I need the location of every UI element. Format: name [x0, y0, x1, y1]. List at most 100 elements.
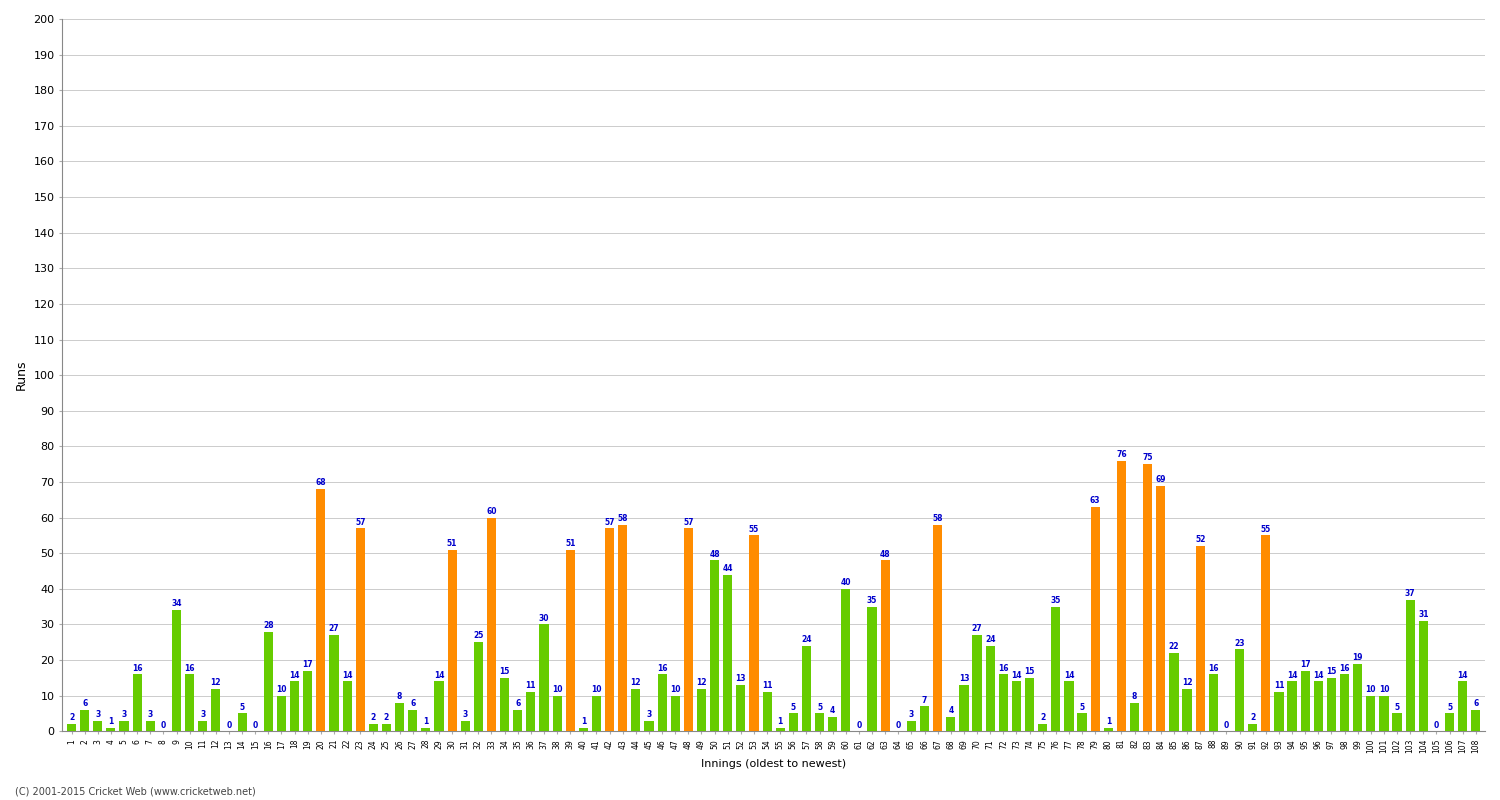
- Bar: [513, 710, 522, 731]
- Bar: [316, 489, 326, 731]
- Text: 2: 2: [69, 714, 74, 722]
- Text: 27: 27: [972, 624, 982, 634]
- Text: 69: 69: [1155, 474, 1166, 484]
- Bar: [632, 689, 640, 731]
- Text: 6: 6: [1473, 699, 1479, 708]
- Bar: [867, 606, 876, 731]
- Bar: [342, 682, 351, 731]
- Text: 14: 14: [1458, 670, 1468, 680]
- Bar: [80, 710, 88, 731]
- Text: 3: 3: [94, 710, 100, 719]
- Text: 5: 5: [1080, 702, 1084, 712]
- Bar: [1130, 703, 1138, 731]
- Text: 8: 8: [1132, 692, 1137, 701]
- Bar: [1196, 546, 1204, 731]
- Bar: [303, 670, 312, 731]
- Bar: [960, 685, 969, 731]
- Bar: [604, 528, 613, 731]
- Text: 15: 15: [1024, 667, 1035, 676]
- Bar: [500, 678, 508, 731]
- Text: 10: 10: [1378, 685, 1389, 694]
- Bar: [1156, 486, 1166, 731]
- Bar: [474, 642, 483, 731]
- Text: 1: 1: [580, 717, 586, 726]
- Bar: [1275, 692, 1284, 731]
- Bar: [93, 721, 102, 731]
- Bar: [1353, 664, 1362, 731]
- Text: 16: 16: [998, 663, 1008, 673]
- Text: 16: 16: [1340, 663, 1350, 673]
- Text: 22: 22: [1168, 642, 1179, 651]
- Bar: [237, 714, 246, 731]
- Text: 0: 0: [160, 721, 166, 730]
- Bar: [132, 674, 141, 731]
- Bar: [1392, 714, 1401, 731]
- Text: 14: 14: [290, 670, 300, 680]
- Bar: [684, 528, 693, 731]
- Text: 24: 24: [986, 635, 996, 644]
- Text: 58: 58: [933, 514, 944, 523]
- Bar: [1262, 535, 1270, 731]
- Text: 6: 6: [514, 699, 520, 708]
- Text: 14: 14: [1287, 670, 1298, 680]
- Text: 3: 3: [122, 710, 126, 719]
- Text: 17: 17: [303, 660, 313, 669]
- Text: 5: 5: [1448, 702, 1452, 712]
- Bar: [698, 689, 706, 731]
- Bar: [762, 692, 771, 731]
- Text: 51: 51: [566, 539, 576, 548]
- Bar: [408, 710, 417, 731]
- Bar: [1182, 689, 1191, 731]
- Bar: [750, 535, 759, 731]
- Text: 0: 0: [1224, 721, 1228, 730]
- Bar: [1077, 714, 1086, 731]
- Bar: [776, 728, 784, 731]
- Text: 10: 10: [591, 685, 602, 694]
- Text: 5: 5: [240, 702, 244, 712]
- Bar: [1406, 599, 1414, 731]
- Bar: [172, 610, 182, 731]
- Bar: [120, 721, 129, 731]
- Text: 0: 0: [896, 721, 902, 730]
- Text: 8: 8: [398, 692, 402, 701]
- Bar: [1118, 461, 1126, 731]
- Bar: [736, 685, 746, 731]
- Bar: [447, 550, 456, 731]
- Text: 60: 60: [486, 507, 496, 516]
- Bar: [670, 696, 680, 731]
- Text: 1: 1: [1106, 717, 1112, 726]
- Bar: [146, 721, 154, 731]
- Text: 12: 12: [696, 678, 706, 686]
- Text: 75: 75: [1143, 454, 1154, 462]
- Text: 12: 12: [630, 678, 640, 686]
- Bar: [789, 714, 798, 731]
- Bar: [946, 717, 956, 731]
- Text: 48: 48: [710, 550, 720, 558]
- Text: 44: 44: [723, 564, 734, 573]
- Bar: [618, 525, 627, 731]
- Text: 14: 14: [1312, 670, 1323, 680]
- Text: 4: 4: [830, 706, 836, 715]
- Text: 37: 37: [1406, 589, 1416, 598]
- Bar: [723, 574, 732, 731]
- Text: 35: 35: [867, 596, 877, 605]
- Bar: [198, 721, 207, 731]
- Text: 0: 0: [252, 721, 258, 730]
- Text: 16: 16: [184, 663, 195, 673]
- Text: 13: 13: [958, 674, 969, 683]
- Bar: [184, 674, 194, 731]
- Text: 4: 4: [948, 706, 954, 715]
- Text: 14: 14: [433, 670, 444, 680]
- Text: 10: 10: [1365, 685, 1376, 694]
- Text: 57: 57: [682, 518, 693, 526]
- Text: 30: 30: [538, 614, 549, 622]
- Text: 52: 52: [1196, 535, 1206, 544]
- Bar: [1458, 682, 1467, 731]
- Text: 34: 34: [171, 599, 182, 609]
- Text: 68: 68: [315, 478, 326, 487]
- Text: 12: 12: [210, 678, 220, 686]
- Text: 10: 10: [552, 685, 562, 694]
- Text: 11: 11: [762, 682, 772, 690]
- Bar: [1328, 678, 1336, 731]
- Bar: [1209, 674, 1218, 731]
